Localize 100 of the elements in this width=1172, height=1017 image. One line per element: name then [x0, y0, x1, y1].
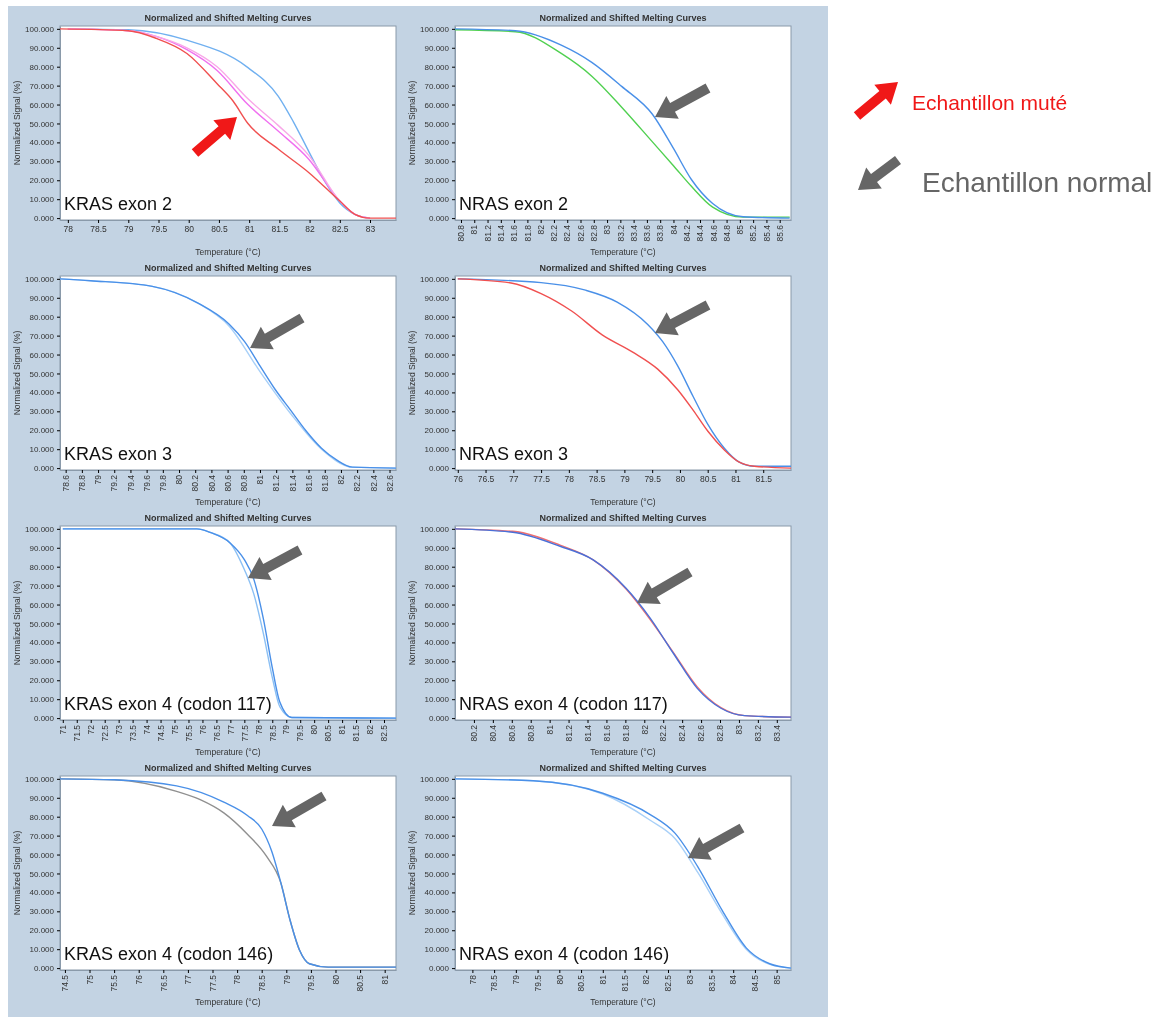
y-tick-label: 40.000 — [29, 638, 55, 648]
x-tick-label: 80.5 — [576, 974, 587, 992]
x-tick-label: 82.2 — [658, 724, 669, 742]
y-tick-label: 90.000 — [29, 293, 55, 303]
y-tick-label: 30.000 — [424, 407, 450, 417]
x-tick-label: 79.4 — [125, 474, 136, 492]
x-tick-label: 80.8 — [239, 474, 250, 492]
y-tick-label: 80.000 — [424, 62, 450, 72]
y-tick-label: 0.000 — [33, 214, 55, 224]
x-tick-label: 79.5 — [150, 224, 168, 235]
x-tick-label: 79 — [281, 724, 292, 735]
y-tick-label: 40.000 — [29, 388, 55, 398]
x-tick-label: 83.4 — [628, 224, 639, 242]
x-tick-label: 82 — [305, 224, 316, 235]
x-tick-label: 77 — [509, 474, 519, 485]
x-tick-label: 78 — [63, 224, 74, 235]
y-tick-label: 70.000 — [29, 81, 55, 91]
x-tick-label: 79.5 — [306, 974, 317, 992]
x-tick-label: 80.4 — [206, 474, 217, 492]
x-tick-label: 78.5 — [90, 224, 108, 235]
x-tick-label: 80 — [174, 474, 185, 485]
x-tick-label: 81.5 — [351, 724, 362, 742]
x-tick-label: 79 — [93, 474, 104, 485]
y-tick-label: 70.000 — [424, 581, 450, 591]
y-tick-label: 10.000 — [29, 445, 55, 455]
x-tick-label: 79.2 — [109, 474, 120, 492]
y-tick-label: 20.000 — [424, 676, 450, 686]
y-tick-label: 80.000 — [424, 312, 450, 322]
y-tick-label: 40.000 — [424, 388, 450, 398]
x-axis-title: Temperature (°C) — [590, 497, 656, 507]
x-tick-label: 81.5 — [619, 974, 630, 992]
y-tick-label: 70.000 — [424, 831, 450, 841]
x-tick-label: 74 — [141, 724, 152, 735]
y-tick-label: 60.000 — [29, 100, 55, 110]
y-tick-label: 100.000 — [420, 774, 450, 784]
y-axis-title: Normalized Signal (%) — [407, 830, 417, 916]
x-tick-label: 84.4 — [695, 224, 706, 242]
x-axis-title: Temperature (°C) — [195, 747, 261, 757]
x-tick-label: 82.5 — [663, 974, 674, 992]
x-tick-label: 85.6 — [774, 224, 785, 242]
x-tick-label: 79 — [511, 974, 522, 985]
x-tick-label: 79.5 — [644, 474, 662, 485]
x-axis-title: Temperature (°C) — [195, 247, 261, 257]
y-tick-label: 70.000 — [29, 581, 55, 591]
y-tick-label: 100.000 — [25, 774, 55, 784]
chart-title: Normalized and Shifted Melting Curves — [539, 263, 707, 273]
x-tick-label: 81 — [244, 224, 255, 235]
y-tick-label: 100.000 — [25, 524, 55, 534]
y-tick-label: 50.000 — [29, 369, 55, 379]
x-tick-label: 81.6 — [509, 224, 520, 242]
y-tick-label: 100.000 — [25, 24, 55, 34]
x-tick-label: 80 — [675, 474, 686, 485]
x-tick-label: 78 — [467, 974, 478, 985]
x-tick-label: 77 — [183, 974, 194, 985]
x-tick-label: 76.5 — [158, 974, 169, 992]
x-tick-label: 73 — [113, 724, 124, 735]
y-axis-title: Normalized Signal (%) — [12, 830, 22, 916]
x-tick-label: 82.6 — [384, 474, 395, 492]
x-tick-label: 80.8 — [525, 724, 536, 742]
y-tick-label: 50.000 — [29, 619, 55, 629]
y-tick-label: 40.000 — [29, 138, 55, 148]
x-tick-label: 84 — [668, 224, 679, 235]
y-tick-label: 30.000 — [29, 907, 55, 917]
annotation: NRAS exon 4 (codon 146) — [459, 944, 670, 964]
y-tick-label: 60.000 — [29, 850, 55, 860]
x-tick-label: 80 — [330, 974, 341, 985]
y-tick-label: 0.000 — [428, 714, 450, 724]
y-tick-label: 70.000 — [424, 331, 450, 341]
x-tick-label: 81 — [544, 724, 555, 735]
y-tick-label: 40.000 — [29, 888, 55, 898]
x-tick-label: 81 — [337, 724, 348, 735]
y-tick-label: 80.000 — [29, 62, 55, 72]
y-tick-label: 60.000 — [29, 350, 55, 360]
x-tick-label: 77 — [225, 724, 236, 735]
y-axis-title: Normalized Signal (%) — [407, 330, 417, 416]
x-tick-label: 78.8 — [77, 474, 88, 492]
y-tick-label: 10.000 — [29, 695, 55, 705]
x-tick-label: 79 — [620, 474, 630, 485]
x-tick-label: 85 — [771, 974, 782, 985]
x-tick-label: 75 — [84, 974, 95, 985]
x-tick-label: 81.2 — [563, 724, 574, 742]
x-tick-label: 80.2 — [190, 474, 201, 492]
y-tick-label: 0.000 — [33, 464, 55, 474]
y-tick-label: 90.000 — [29, 543, 55, 553]
x-tick-label: 81.2 — [271, 474, 282, 492]
x-tick-label: 83.2 — [753, 724, 764, 742]
x-tick-label: 71.5 — [71, 724, 82, 742]
x-tick-label: 78 — [232, 974, 243, 985]
x-tick-label: 81.8 — [319, 474, 330, 492]
x-tick-label: 72.5 — [99, 724, 110, 742]
y-tick-label: 100.000 — [420, 524, 450, 534]
x-tick-label: 84.2 — [681, 224, 692, 242]
chart-title: Normalized and Shifted Melting Curves — [539, 763, 707, 773]
x-tick-label: 75 — [169, 724, 180, 735]
x-tick-label: 82.2 — [352, 474, 363, 492]
x-axis-title: Temperature (°C) — [590, 247, 656, 257]
annotation: KRAS exon 3 — [64, 444, 173, 464]
x-tick-label: 78 — [253, 724, 264, 735]
text: Echantillon normal — [922, 167, 1153, 198]
x-tick-label: 77.5 — [533, 474, 551, 485]
